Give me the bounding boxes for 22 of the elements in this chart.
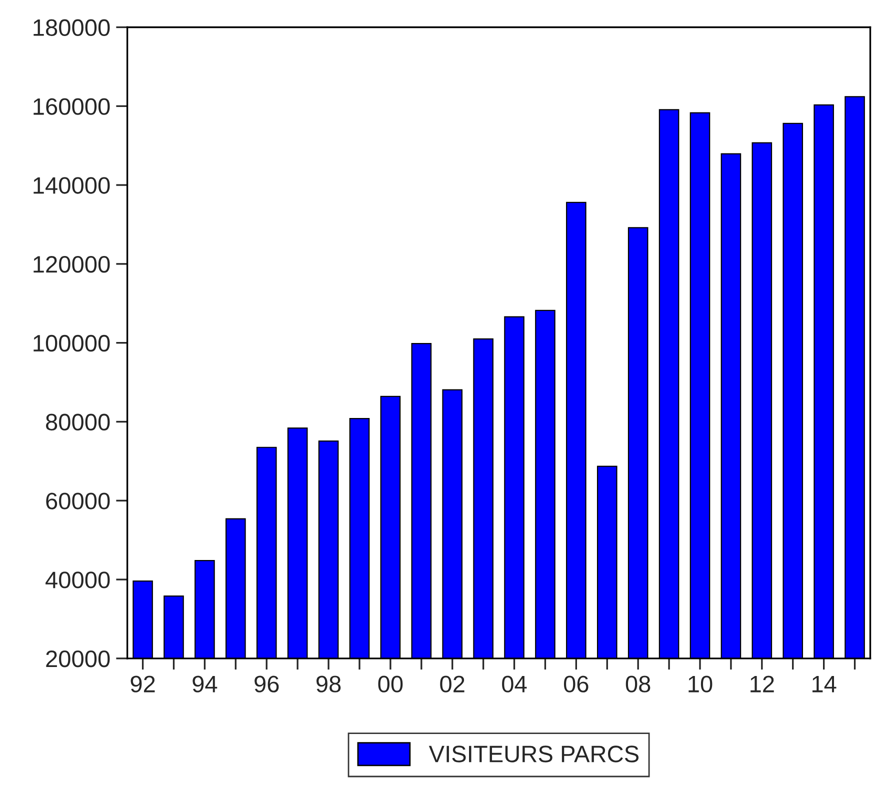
x-tick-label: 10 <box>688 676 712 692</box>
legend-label: VISITEURS PARCS <box>428 746 639 762</box>
y-tick-label: 80000 <box>46 414 110 431</box>
x-tick-label: 12 <box>750 676 774 692</box>
x-tick-label: 06 <box>564 676 588 692</box>
y-tick-label: 180000 <box>34 19 110 36</box>
x-tick-label: 94 <box>192 676 218 692</box>
y-tick-label: 160000 <box>34 98 110 115</box>
y-tick-label: 100000 <box>34 334 110 352</box>
x-tick-label: 04 <box>502 676 527 692</box>
x-tick-label: 92 <box>130 676 155 692</box>
x-tick-label: 14 <box>812 676 836 692</box>
y-tick-label: 20000 <box>46 650 110 668</box>
y-tick-label: 120000 <box>34 256 110 273</box>
y-tick-label: 60000 <box>46 492 110 510</box>
y-tick-label: 40000 <box>46 572 110 588</box>
x-tick-label: 02 <box>440 676 464 692</box>
x-tick-label: 98 <box>316 676 341 692</box>
x-tick-label: 96 <box>254 676 279 692</box>
x-tick-label: 00 <box>378 676 403 692</box>
x-tick-label: 08 <box>626 676 650 692</box>
y-tick-label: 140000 <box>34 177 110 194</box>
